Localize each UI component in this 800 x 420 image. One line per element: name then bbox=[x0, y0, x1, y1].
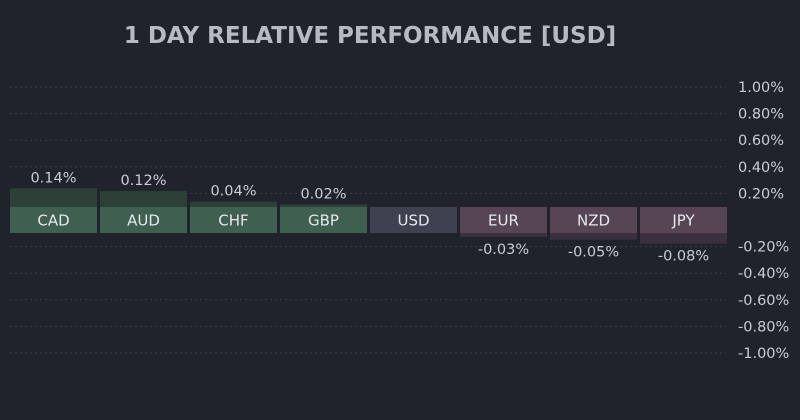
y-tick-label: -0.20% bbox=[738, 240, 789, 256]
bar-aud bbox=[100, 191, 187, 207]
category-label: CAD bbox=[37, 212, 69, 230]
category-box-aud bbox=[100, 207, 187, 233]
value-label-jpy: -0.08% bbox=[658, 249, 709, 265]
y-tick-label: -1.00% bbox=[738, 346, 789, 362]
category-box-gbp bbox=[280, 207, 367, 233]
y-tick-label: 1.00% bbox=[738, 80, 784, 96]
y-tick-label: 0.20% bbox=[738, 186, 784, 202]
category-box-usd bbox=[370, 207, 457, 233]
grid-lines bbox=[10, 86, 726, 354]
y-tick-label: 0.60% bbox=[738, 133, 784, 149]
y-axis-ticks: 1.00% 0.80% 0.60% 0.40% 0.20% -0.20% -0.40% -0.… bbox=[738, 80, 789, 362]
bars bbox=[10, 188, 727, 244]
category-box-nzd bbox=[550, 207, 637, 233]
bar-nzd bbox=[550, 233, 637, 240]
category-box-jpy bbox=[640, 207, 727, 233]
category-box-chf bbox=[190, 207, 277, 233]
category-label: USD bbox=[397, 212, 429, 230]
value-label-chf: 0.04% bbox=[210, 184, 256, 200]
value-label-cad: 0.14% bbox=[30, 170, 76, 186]
value-labels: 0.14% 0.12% 0.04% 0.02% -0.03% -0.05% -0.08% bbox=[30, 170, 709, 264]
category-label: JPY bbox=[671, 212, 695, 230]
bar-cad bbox=[10, 188, 97, 207]
y-tick-label: -0.80% bbox=[738, 319, 789, 335]
value-label-gbp: 0.02% bbox=[300, 186, 346, 202]
category-box-eur bbox=[460, 207, 547, 233]
category-box-cad bbox=[10, 207, 97, 233]
y-tick-label: -0.40% bbox=[738, 266, 789, 282]
y-tick-label: 0.40% bbox=[738, 160, 784, 176]
category-label: NZD bbox=[577, 212, 610, 230]
bar-jpy bbox=[640, 233, 727, 244]
bar-eur bbox=[460, 233, 547, 237]
category-label: GBP bbox=[308, 212, 339, 230]
value-label-nzd: -0.05% bbox=[568, 245, 619, 261]
category-labels: CAD AUD CHF GBP USD EUR NZD JPY bbox=[10, 207, 727, 233]
category-label: AUD bbox=[127, 212, 160, 230]
bar-chf bbox=[190, 201, 277, 207]
category-label: EUR bbox=[488, 212, 519, 230]
bar-gbp bbox=[280, 204, 367, 207]
y-tick-label: -0.60% bbox=[738, 293, 789, 309]
y-tick-label: 0.80% bbox=[738, 107, 784, 123]
value-label-aud: 0.12% bbox=[120, 173, 166, 189]
category-label: CHF bbox=[218, 212, 248, 230]
value-label-eur: -0.03% bbox=[478, 242, 529, 258]
chart-title: 1 DAY RELATIVE PERFORMANCE [USD] bbox=[124, 23, 616, 49]
